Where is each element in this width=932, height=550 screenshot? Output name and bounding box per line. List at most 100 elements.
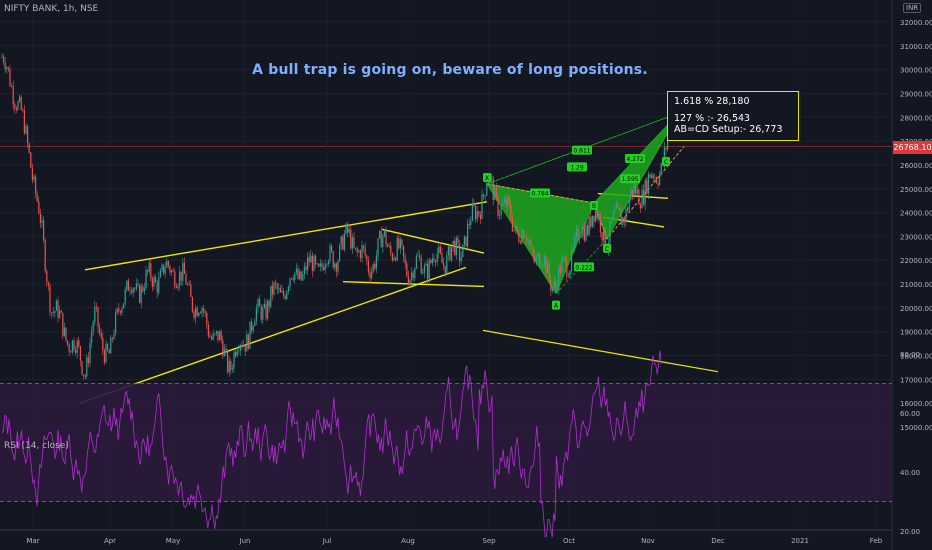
candle-body — [273, 282, 275, 295]
candle-body — [503, 198, 505, 203]
candle-body — [279, 288, 281, 293]
candle-body — [342, 236, 344, 250]
candle-body — [92, 322, 94, 332]
ratio-label: 1.29 — [570, 164, 584, 171]
flag-upper-line — [381, 228, 485, 254]
price-axis: 15000.00 16000.00 17000.00 18000.00 19000.00… — [891, 0, 932, 550]
candle-body — [540, 265, 542, 267]
candle-body — [545, 256, 547, 274]
candle-body — [524, 237, 526, 239]
candle-body — [571, 249, 573, 271]
point-c-label-bg — [603, 243, 611, 253]
candle-body — [356, 248, 358, 253]
candle-body — [127, 280, 129, 291]
candle-body — [247, 334, 249, 349]
candle-body — [620, 210, 622, 225]
candle-body — [396, 238, 398, 261]
candle-body — [308, 257, 310, 263]
candle-body — [348, 229, 350, 233]
time-tick-label: Aug — [401, 537, 415, 545]
candle-body — [367, 260, 369, 273]
candle-body — [491, 176, 493, 179]
currency-badge[interactable]: INR — [903, 3, 922, 13]
candle-body — [446, 255, 448, 274]
candle-body — [38, 201, 40, 214]
candle-body — [515, 226, 517, 230]
candle-body — [587, 225, 589, 235]
candle-body — [454, 240, 456, 256]
rsi-divergence-line — [482, 329, 719, 373]
candle-body — [318, 263, 320, 267]
candle-body — [609, 221, 611, 243]
candle-body — [331, 246, 333, 252]
candle-body — [105, 343, 107, 363]
candle-body — [145, 270, 147, 289]
candle-body — [663, 147, 665, 165]
candle-body — [302, 274, 304, 281]
candle-body — [391, 253, 393, 261]
rsi-tick-label: 40.00 — [900, 469, 920, 477]
candle-body — [236, 351, 238, 356]
candle-body — [203, 308, 205, 312]
info-box: 1.618 % 28,180 127 % :- 26,543 AB=CD Set… — [667, 91, 799, 141]
candle-body — [481, 194, 483, 220]
candle-body — [235, 352, 237, 356]
candle-body — [511, 218, 513, 231]
time-tick-label: Feb — [870, 537, 883, 545]
price-tick-label: 24000.00 — [900, 210, 932, 218]
candle-body — [321, 263, 323, 268]
candle-body — [425, 263, 427, 266]
info-line-abcd: AB=CD Setup:- 26,773 — [674, 124, 783, 135]
candle-body — [278, 288, 280, 290]
candle-body — [566, 259, 568, 277]
ratio-label: 1.595 — [621, 176, 638, 183]
candle-body — [199, 312, 201, 314]
candle-body — [222, 340, 224, 357]
candle-body — [110, 337, 112, 354]
abcd-c-label: C — [664, 159, 668, 166]
candle-body — [263, 303, 265, 308]
candle-body — [499, 214, 501, 216]
candle-body — [619, 207, 621, 211]
candle-body — [527, 240, 529, 242]
candle-body — [611, 220, 613, 222]
candle-body — [41, 220, 43, 223]
candle-body — [207, 324, 209, 337]
candle-body — [129, 290, 131, 292]
candle-body — [156, 282, 158, 293]
time-tick-label: Mar — [26, 537, 39, 545]
time-tick-label: May — [166, 537, 180, 545]
candle-body — [451, 246, 453, 261]
candle-body — [409, 280, 411, 285]
last-price-tag: 26768.10 — [893, 141, 932, 154]
ratio-label: 0.784 — [531, 191, 548, 198]
candle-body — [135, 283, 137, 289]
candle-body — [419, 255, 421, 258]
ratio-bg — [574, 262, 594, 272]
candle-body — [369, 272, 371, 278]
candle-body — [271, 285, 273, 295]
candle-body — [647, 174, 649, 194]
candle-body — [556, 286, 558, 291]
candle-body — [505, 198, 507, 207]
candle-body — [249, 321, 251, 349]
candle-body — [423, 265, 425, 273]
candle-body — [358, 250, 360, 253]
candle-body — [492, 178, 494, 201]
candle-body — [161, 264, 163, 271]
candle-body — [20, 96, 22, 110]
candle-body — [651, 174, 653, 178]
candle-body — [71, 340, 73, 353]
candle-body — [196, 307, 198, 316]
candle-body — [54, 310, 56, 313]
candle-body — [537, 253, 539, 257]
candle-body — [638, 189, 640, 205]
candle-body — [313, 255, 315, 272]
candle-body — [84, 376, 86, 377]
candle-body — [574, 236, 576, 249]
candle-body — [497, 196, 499, 216]
candle-body — [142, 286, 144, 292]
candle-body — [27, 126, 29, 144]
candle-body — [487, 182, 489, 185]
